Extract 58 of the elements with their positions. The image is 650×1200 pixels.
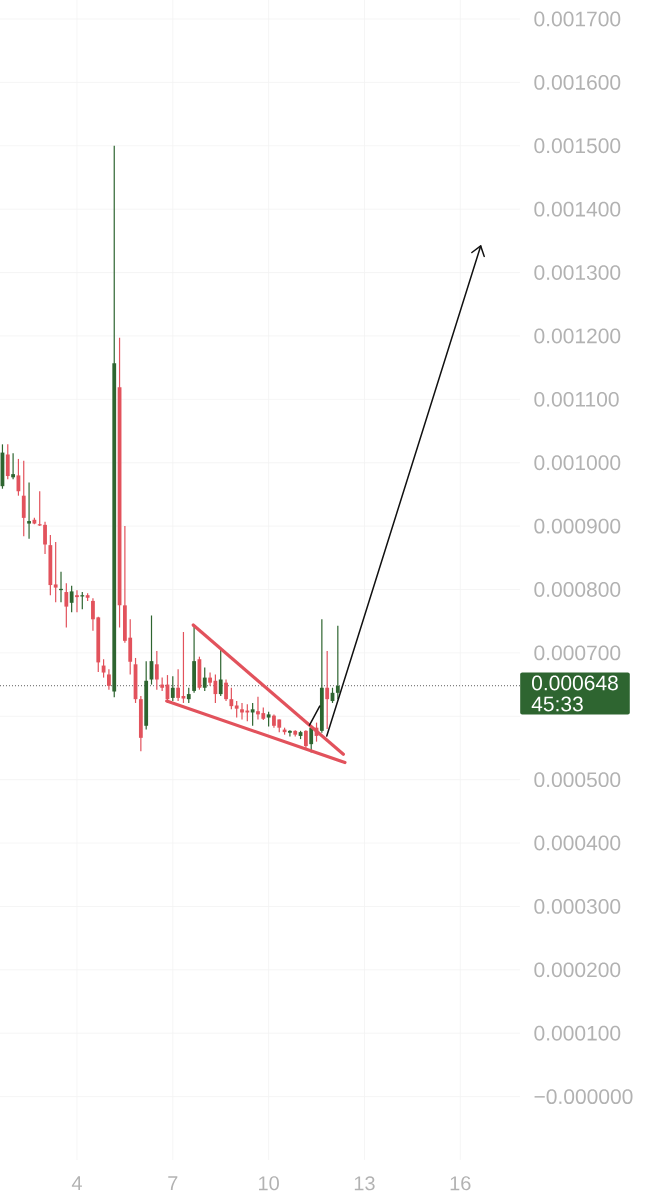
candlestick [325, 650, 330, 730]
candlestick [138, 695, 143, 752]
x-tick-label: 4 [71, 1176, 82, 1190]
y-tick-label: 0.001400 [534, 201, 621, 217]
y-tick-label: 0.001200 [534, 328, 621, 344]
y-tick-label: 0.000200 [534, 962, 621, 978]
candlestick [192, 625, 196, 694]
candlestick [288, 729, 292, 738]
candlestick [0, 443, 5, 490]
candlestick [176, 668, 181, 702]
candlestick [107, 668, 111, 691]
candlestick [112, 145, 117, 698]
candlestick [335, 625, 340, 700]
candlestick [27, 481, 31, 540]
x-tick-label: 7 [168, 1176, 178, 1190]
candlestick [69, 585, 74, 613]
candlestick [21, 460, 26, 537]
y-tick-label: 0.001500 [534, 138, 621, 154]
candlestick [5, 443, 10, 480]
y-tick-label: 0.001300 [534, 265, 621, 280]
y-tick-label: 0.000100 [534, 1025, 621, 1041]
y-tick-label: 0.000900 [534, 518, 621, 534]
y-tick-label: 0.000300 [534, 899, 621, 914]
y-tick-label: 0.001700 [534, 11, 621, 27]
text: 45:33 [531, 696, 583, 712]
y-tick-label: 0.001000 [534, 455, 621, 471]
candlestick [154, 650, 159, 691]
candlestick [303, 729, 308, 750]
x-tick-label: 16 [450, 1176, 471, 1191]
candlestick [117, 337, 122, 629]
y-tick-label: 0.001100 [534, 391, 619, 407]
candlestick [11, 452, 15, 480]
y-tick-label: 0.000400 [534, 835, 621, 851]
y-tick-label: −0.000000 [534, 1089, 633, 1105]
y-tick-label: 0.000500 [534, 772, 621, 788]
candlestick [64, 582, 69, 629]
candlestick [43, 521, 47, 555]
candlestick [229, 687, 234, 710]
candlestick [218, 648, 223, 697]
candlestick [48, 534, 53, 596]
candlestick [181, 631, 186, 704]
x-tick-label: 10 [259, 1176, 279, 1191]
candlestick [53, 541, 58, 603]
x-tick-label: 13 [354, 1176, 375, 1191]
candlestick [75, 589, 79, 613]
candlestick [202, 666, 207, 692]
candlestick [224, 678, 228, 702]
candlestick [170, 675, 175, 702]
y-tick-label: 0.001600 [534, 74, 621, 90]
candlestick [250, 702, 255, 727]
ref-line-label: 0.000648 [532, 675, 618, 691]
candlestick [133, 657, 138, 704]
y-tick-label: 0.000800 [534, 582, 621, 597]
candlestick [319, 618, 324, 734]
y-tick-label: 0.000700 [534, 645, 621, 661]
candlestick [149, 614, 154, 686]
candlestick [144, 660, 149, 731]
candlestick [197, 656, 202, 691]
